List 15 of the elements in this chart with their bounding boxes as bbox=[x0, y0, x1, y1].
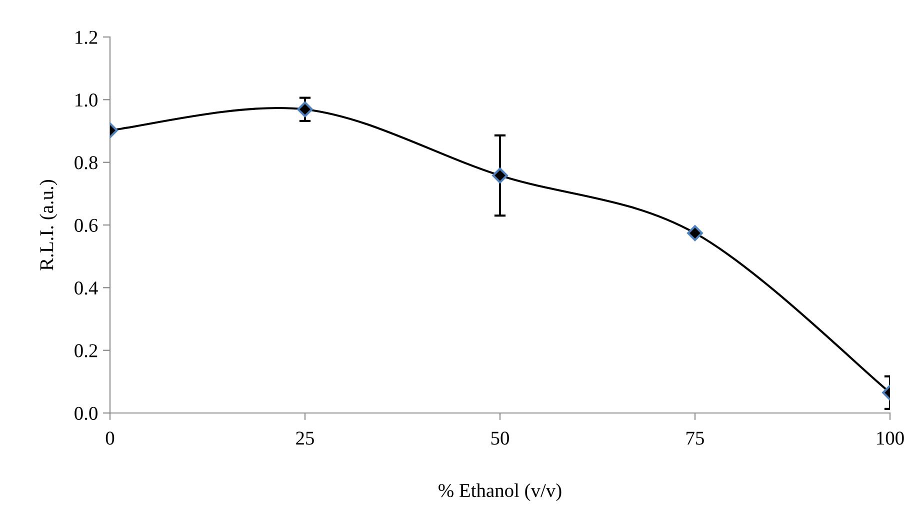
y-tick-label: 0.4 bbox=[74, 281, 98, 295]
x-tick-label: 25 bbox=[296, 432, 314, 445]
y-axis-title: R.L.I. (a.u.) bbox=[40, 180, 58, 270]
x-axis-title: % Ethanol (v/v) bbox=[438, 483, 562, 502]
y-tick-label: 0.0 bbox=[74, 406, 98, 420]
x-tick-label: 50 bbox=[491, 432, 509, 445]
y-tick-label: 0.8 bbox=[74, 156, 98, 170]
x-tick-label: 100 bbox=[877, 432, 904, 445]
x-tick-label: 0 bbox=[106, 432, 114, 445]
y-tick-label: 1.0 bbox=[76, 93, 98, 107]
point bbox=[492, 168, 508, 184]
y-tick-label: 1.2 bbox=[76, 30, 98, 44]
x-tick-label: 75 bbox=[686, 432, 704, 445]
y-tick-label: 0.2 bbox=[74, 344, 98, 358]
y-tick-label: 0.6 bbox=[74, 218, 98, 232]
